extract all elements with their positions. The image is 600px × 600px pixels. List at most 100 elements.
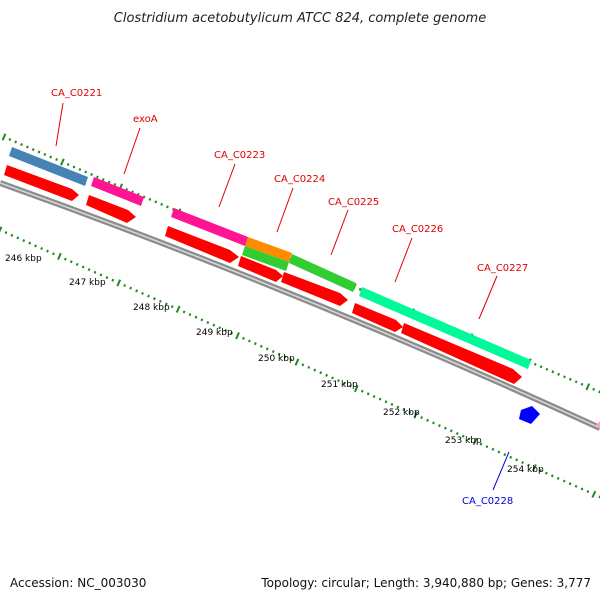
inner-ruler-tick xyxy=(34,244,38,248)
inner-ruler-tick xyxy=(438,424,441,428)
inner-ruler-tick xyxy=(182,310,186,314)
inner-ruler-tick xyxy=(164,302,168,306)
cds-arrow-5[interactable] xyxy=(281,272,348,306)
inner-ruler-tick xyxy=(4,231,8,235)
inner-ruler-tick xyxy=(259,344,263,348)
outer-ring-tick xyxy=(101,178,105,181)
inner-ruler-tick xyxy=(408,410,412,414)
outer-ring-tick xyxy=(55,158,58,161)
inner-ruler-tick xyxy=(449,429,453,433)
inner-ruler-tick xyxy=(532,464,537,472)
feature-block-CA_C0223[interactable] xyxy=(171,208,248,246)
outer-ring-tick xyxy=(585,383,591,391)
summary-text: Topology: circular; Length: 3,940,880 bp… xyxy=(260,576,591,590)
gene-labels: CA_C0221 exoA CA_C0223 CA_C0224 CA_C0225… xyxy=(51,88,528,507)
inner-ruler-tick xyxy=(283,355,287,359)
inner-ruler-tick xyxy=(99,273,103,277)
gene-label-CA_C0226[interactable]: CA_C0226 xyxy=(392,224,443,235)
inner-ruler-tick xyxy=(562,479,566,483)
outer-ring-tick xyxy=(166,205,169,209)
cds-arrow-CA_C0228[interactable] xyxy=(519,406,540,424)
gene-label-CA_C0223[interactable]: CA_C0223 xyxy=(214,150,265,161)
outer-ring-tick xyxy=(78,167,82,172)
inner-ruler-tick xyxy=(461,434,465,438)
ruler-label-254: 254 kbp xyxy=(507,465,544,475)
inner-ruler-tick xyxy=(10,233,14,237)
inner-ruler-tick xyxy=(141,291,144,295)
inner-ruler-tick xyxy=(265,347,269,351)
inner-ruler-tick xyxy=(348,384,352,388)
inner-ruler-tick xyxy=(307,365,311,369)
inner-ruler-tick xyxy=(586,490,590,494)
inner-ruler-tick xyxy=(75,262,79,266)
feature-block-CA_C0224b[interactable] xyxy=(242,246,289,271)
cds-arrow-3[interactable] xyxy=(165,226,239,263)
outer-ring-tick xyxy=(557,372,561,376)
feature-block-CA_C0227[interactable] xyxy=(359,287,531,369)
inner-ruler-tick xyxy=(420,416,424,420)
ruler-label-249: 249 kbp xyxy=(196,328,233,338)
inner-ruler-tick xyxy=(289,357,293,362)
inner-ruler-tick xyxy=(313,368,317,372)
gene-label-CA_C0225[interactable]: CA_C0225 xyxy=(328,197,379,208)
inner-ruler-tick xyxy=(503,453,507,457)
inner-ruler-tick xyxy=(22,239,26,243)
cds-arrow-1[interactable] xyxy=(4,165,79,201)
feature-block-exoA[interactable] xyxy=(91,177,144,206)
inner-ruler-tick xyxy=(253,342,257,346)
feature-fragment-edge xyxy=(596,421,600,430)
inner-ruler-tick xyxy=(123,283,127,288)
inner-ruler-tick xyxy=(372,394,376,399)
inner-ruler-tick xyxy=(574,484,578,488)
inner-ruler-tick xyxy=(93,270,97,274)
leader-line-CA_C0227 xyxy=(478,275,498,320)
inner-ruler-tick xyxy=(294,358,300,366)
inner-ruler-tick xyxy=(170,305,174,309)
inner-ruler-tick xyxy=(206,321,210,324)
inner-ruler-tick xyxy=(353,384,359,393)
ruler-label-250: 250 kbp xyxy=(258,354,295,364)
inner-ruler-tick xyxy=(426,418,430,422)
inner-ruler-tick xyxy=(188,313,192,317)
gene-label-CA_C0228[interactable]: CA_C0228 xyxy=(462,496,513,507)
gene-label-exoA[interactable]: exoA xyxy=(133,114,158,125)
ruler-label-248: 248 kbp xyxy=(133,303,170,313)
gene-label-CA_C0221[interactable]: CA_C0221 xyxy=(51,88,102,99)
gene-label-CA_C0227[interactable]: CA_C0227 xyxy=(477,263,528,274)
inner-ruler-tick xyxy=(111,278,115,282)
inner-ruler-tick xyxy=(491,447,495,451)
inner-ruler-tick xyxy=(342,381,346,385)
leader-line-CA_C0221 xyxy=(55,102,64,147)
inner-ruler-tick xyxy=(402,408,406,412)
outer-ring-tick xyxy=(8,138,12,141)
outer-ring-tick xyxy=(25,145,29,149)
feature-block-CA_C0225[interactable] xyxy=(289,254,356,292)
feature-block-CA_C0221[interactable] xyxy=(9,147,88,186)
cds-arrow-2[interactable] xyxy=(86,195,136,223)
cds-arrow-7[interactable] xyxy=(401,323,522,384)
cds-arrow-4[interactable] xyxy=(238,256,283,282)
ruler-label-253: 253 kbp xyxy=(445,436,482,446)
inner-ruler-tick xyxy=(69,260,73,264)
inner-ruler-tick xyxy=(467,437,471,441)
inner-ruler-tick xyxy=(479,442,483,446)
outer-ring-tick xyxy=(20,142,23,147)
inner-ruler-tick xyxy=(331,376,334,380)
outer-ring-tick xyxy=(148,197,152,201)
outer-ring-tick xyxy=(43,153,47,156)
inner-ruler-tick xyxy=(235,332,240,340)
inner-ruler-tick xyxy=(527,463,530,467)
cds-arrow-6[interactable] xyxy=(352,303,403,332)
gene-label-CA_C0224[interactable]: CA_C0224 xyxy=(274,174,325,185)
ruler-labels: 246 kbp 247 kbp 248 kbp 249 kbp 250 kbp … xyxy=(5,254,544,475)
inner-ruler-tick xyxy=(57,252,62,261)
feature-track-colored xyxy=(9,147,531,369)
inner-ruler-tick xyxy=(158,299,162,303)
inner-ruler-tick xyxy=(443,426,447,430)
inner-ruler-tick xyxy=(432,421,435,425)
inner-ruler-tick xyxy=(568,482,572,486)
inner-ruler-tick xyxy=(301,363,305,367)
feature-block-CA_C0224a[interactable] xyxy=(245,237,292,262)
inner-ruler-tick xyxy=(152,297,156,301)
outer-ring-tick xyxy=(113,183,117,186)
